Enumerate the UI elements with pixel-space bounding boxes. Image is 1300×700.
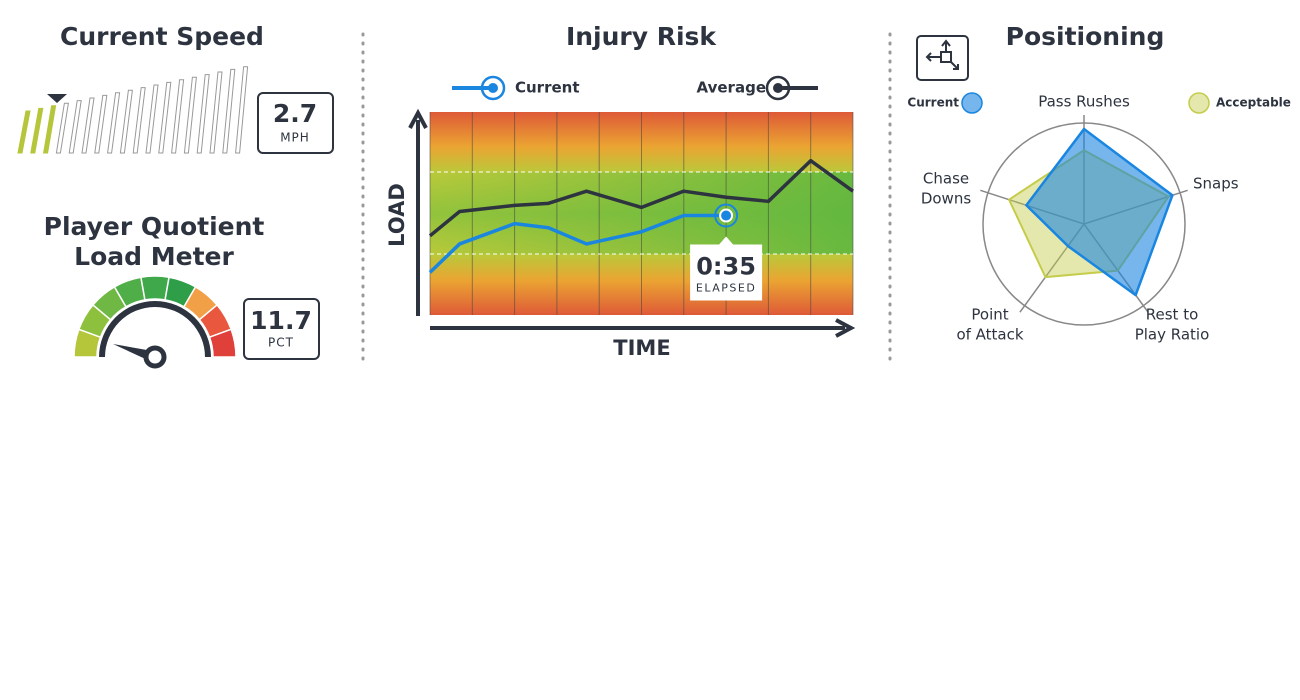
- speed-bar: [222, 68, 236, 154]
- speed-bar: [119, 89, 133, 154]
- legend-swatch: [961, 92, 983, 114]
- legend: Current Average: [452, 75, 818, 101]
- legend-label: Current: [907, 96, 959, 110]
- y-axis: [408, 108, 428, 316]
- speed-unit: MPH: [280, 131, 310, 145]
- speed-bar: [43, 105, 57, 154]
- axis-label: Pass Rushes: [1038, 93, 1130, 111]
- speed-title: Current Speed: [60, 22, 264, 51]
- meter-title: Load Meter: [74, 242, 234, 271]
- callout-label: ELAPSED: [696, 282, 756, 295]
- speed-bar: [196, 74, 210, 154]
- series-line: [428, 158, 855, 238]
- speed-box: [257, 92, 334, 154]
- chart-title: Injury Risk: [566, 22, 717, 51]
- speed-bar: [171, 79, 185, 154]
- meter-unit: PCT: [268, 336, 294, 350]
- radar-area: [1025, 127, 1174, 297]
- gauge: [73, 275, 237, 369]
- gauge-segment: [140, 275, 170, 301]
- axis-label: of Attack: [956, 326, 1023, 344]
- speed-bar: [158, 81, 172, 154]
- position-icon-glyph: [925, 39, 959, 70]
- series-line: [428, 213, 727, 274]
- callout: [690, 236, 763, 301]
- speed-value: 2.7: [273, 99, 317, 128]
- gauge-segment: [208, 328, 237, 358]
- speed-bar: [17, 110, 31, 154]
- gauge-hub: [143, 345, 167, 369]
- axis-label: Rest to: [1146, 306, 1199, 324]
- legend-dot: [773, 83, 783, 93]
- speed-bar: [55, 102, 69, 154]
- speed-bar: [145, 84, 159, 154]
- meter-box: [243, 298, 320, 360]
- legend-swatch: [1188, 92, 1210, 114]
- legend-label: Acceptable: [1216, 96, 1291, 110]
- axis-label: Play Ratio: [1135, 326, 1210, 344]
- current-dot: [719, 208, 734, 223]
- x-axis: [430, 318, 856, 338]
- meter-value: 11.7: [250, 306, 312, 335]
- legend-dot: [488, 83, 498, 93]
- legend-ring: [765, 75, 791, 101]
- speed-bar: [132, 87, 146, 154]
- axis-label: Downs: [921, 190, 972, 208]
- speed-bar: [30, 107, 44, 154]
- legend-label: Average: [697, 79, 766, 97]
- callout-time: 0:35: [696, 253, 756, 281]
- speed-bar: [81, 97, 95, 154]
- chart-title: Positioning: [1006, 22, 1165, 51]
- gauge-ring: [99, 301, 211, 357]
- axis-label: Snaps: [1193, 175, 1239, 193]
- current-ring: [714, 203, 739, 228]
- speed-bar: [235, 66, 249, 154]
- legend-label: Current: [515, 79, 580, 97]
- x-axis-label: TIME: [613, 336, 670, 360]
- speed-bar: [209, 71, 223, 154]
- legend-ring: [480, 75, 506, 101]
- meter-title: Player Quotient: [44, 212, 265, 241]
- axis-label: Point: [971, 306, 1008, 324]
- y-axis-label: LOAD: [385, 183, 409, 247]
- speed-bar: [94, 94, 108, 154]
- speed-bars: [17, 66, 249, 154]
- speed-bar: [107, 92, 121, 154]
- position-icon: [916, 35, 969, 81]
- speed-marker: [47, 94, 67, 103]
- columns: [429, 112, 854, 315]
- speed-bar: [68, 100, 82, 154]
- radar: Pass Rushes Snaps Rest to Play Ratio Point of…: [907, 92, 1291, 344]
- speed-bar: [183, 76, 197, 154]
- axis-label: Chase: [923, 170, 969, 188]
